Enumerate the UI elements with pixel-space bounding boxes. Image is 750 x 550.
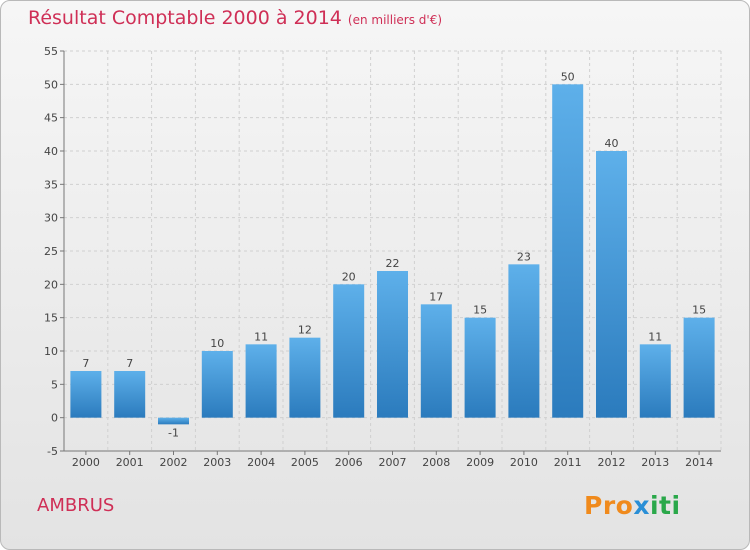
data-label: 10 [210, 337, 224, 350]
x-tick-label: 2012 [598, 456, 626, 469]
y-tick-label: 20 [44, 278, 58, 291]
data-label: 20 [342, 270, 356, 283]
data-label: 40 [605, 137, 619, 150]
y-tick-label: 0 [51, 412, 58, 425]
y-tick-label: -5 [47, 445, 58, 458]
data-label: 50 [561, 70, 575, 83]
x-tick-label: 2009 [466, 456, 494, 469]
x-tick-label: 2006 [335, 456, 363, 469]
x-tick-label: 2010 [510, 456, 538, 469]
bar [420, 304, 452, 418]
y-tick-label: 40 [44, 145, 58, 158]
data-label: 11 [254, 330, 268, 343]
x-tick-label: 2001 [116, 456, 144, 469]
x-tick-label: 2008 [422, 456, 450, 469]
y-tick-label: 45 [44, 112, 58, 125]
bar [114, 371, 146, 418]
x-tick-label: 2013 [641, 456, 669, 469]
proxiti-logo: Proxiti [584, 491, 681, 520]
data-label: 22 [386, 257, 400, 270]
bar [596, 151, 627, 418]
x-tick-label: 2005 [291, 456, 319, 469]
data-label: 15 [692, 304, 706, 317]
data-label: -1 [168, 426, 179, 439]
x-tick-label: 2011 [554, 456, 582, 469]
chart-title-block: Résultat Comptable 2000 à 2014 (en millie… [28, 7, 442, 29]
bar [508, 264, 540, 418]
bar [333, 284, 365, 418]
y-tick-label: 5 [51, 378, 58, 391]
y-tick-label: 10 [44, 345, 58, 358]
x-tick-label: 2003 [203, 456, 231, 469]
bar [289, 337, 321, 418]
data-label: 23 [517, 250, 531, 263]
y-tick-label: 30 [44, 212, 58, 225]
bar [639, 344, 671, 418]
y-tick-label: 55 [44, 45, 58, 58]
x-tick-label: 2007 [379, 456, 407, 469]
data-label: 12 [298, 324, 312, 337]
bar [245, 344, 277, 418]
bar [464, 317, 496, 418]
y-tick-label: 15 [44, 312, 58, 325]
x-tick-label: 2002 [160, 456, 188, 469]
data-label: 15 [473, 304, 487, 317]
x-tick-label: 2000 [72, 456, 100, 469]
bar [683, 317, 715, 418]
chart-unit: (en milliers d'€) [347, 13, 443, 27]
y-tick-label: 25 [44, 245, 58, 258]
y-tick-label: 50 [44, 78, 58, 91]
bar [377, 271, 408, 418]
bar [158, 417, 189, 425]
chart-title: Résultat Comptable 2000 à 2014 [28, 7, 342, 29]
x-tick-label: 2004 [247, 456, 275, 469]
data-label: 7 [82, 357, 89, 370]
data-label: 11 [648, 330, 662, 343]
y-tick-label: 35 [44, 178, 58, 191]
bar [70, 371, 102, 418]
x-tick-label: 2014 [685, 456, 713, 469]
bar [552, 84, 584, 418]
data-label: 17 [429, 290, 443, 303]
data-label: 7 [126, 357, 133, 370]
commune-name: AMBRUS [37, 495, 115, 516]
bar [201, 351, 233, 418]
